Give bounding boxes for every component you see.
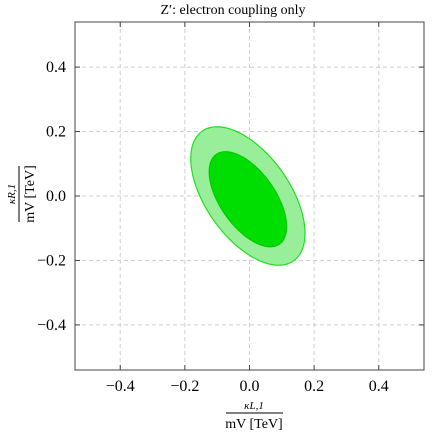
grid (75, 22, 424, 370)
y-tick-label: −0.4 (37, 317, 66, 334)
x-tick-label: 0.0 (240, 378, 260, 395)
ticks: −0.4 −0.2 0.0 0.2 0.4 −0.4 −0.2 0.0 0.2 0.4 (37, 22, 424, 395)
y-tick-label: 0.2 (46, 124, 66, 141)
inner-confidence-region (208, 151, 288, 248)
x-tick-label: −0.4 (106, 378, 135, 395)
chart-title: Z′: electron coupling only (161, 3, 306, 18)
y-axis-label-denominator: mV [TeV] (23, 165, 38, 222)
y-tick-label: 0.4 (46, 59, 66, 76)
y-tick-label: −0.2 (37, 252, 66, 269)
x-tick-label: −0.2 (170, 378, 199, 395)
x-tick-label: 0.2 (304, 378, 324, 395)
y-axis-label-numerator: κR,1 (6, 184, 18, 204)
y-axis-label: κR,1 mV [TeV] (6, 165, 38, 222)
x-axis-label-numerator: κL,1 (244, 400, 264, 412)
y-tick-label: 0.0 (46, 188, 66, 205)
x-axis-label: κL,1 mV [TeV] (225, 400, 283, 432)
x-axis-label-denominator: mV [TeV] (225, 417, 282, 432)
x-tick-label: 0.4 (369, 378, 389, 395)
confidence-regions (190, 126, 306, 266)
